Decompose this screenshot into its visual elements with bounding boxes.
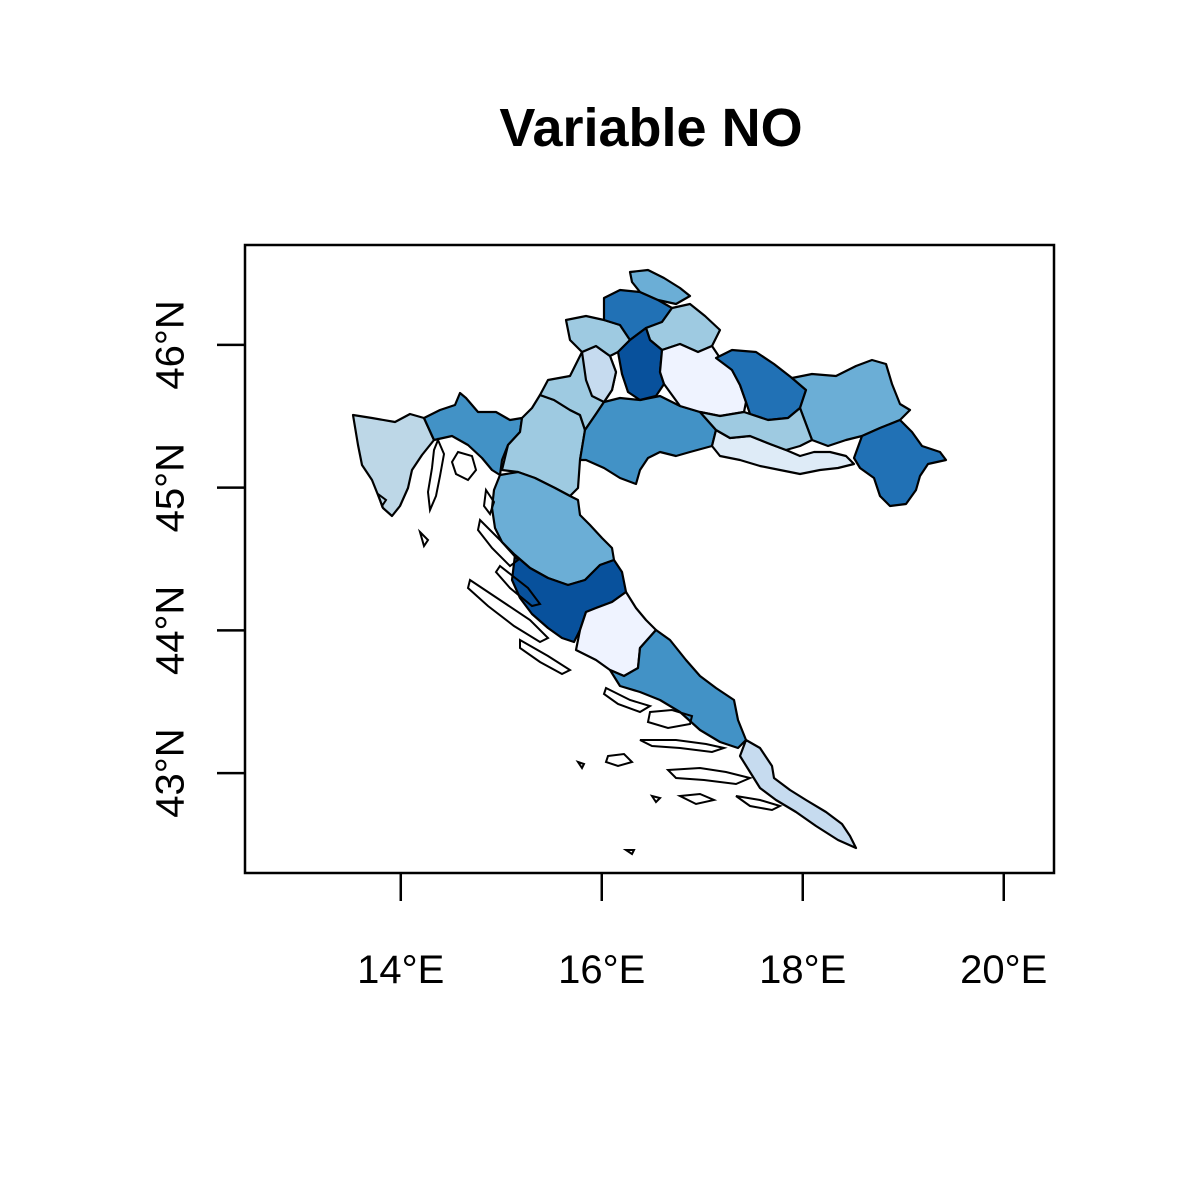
region-medimurje [628, 268, 692, 306]
island-pag [476, 517, 520, 568]
island-small-4 [376, 491, 388, 509]
y-tick-label: 43°N [149, 728, 193, 817]
island-small-1 [575, 760, 586, 770]
island-hvar [639, 739, 728, 754]
y-axis: 43°N 44°N 45°N 46°N [149, 300, 245, 818]
x-tick-label: 18°E [759, 948, 846, 992]
islands-layer [376, 437, 783, 856]
region-sisak [578, 394, 718, 486]
x-tick-label: 20°E [960, 948, 1047, 992]
region-vukovar [852, 418, 948, 508]
island-rab [482, 487, 496, 517]
y-tick-label: 45°N [149, 443, 193, 532]
island-small-5 [417, 528, 430, 549]
island-kornati [519, 638, 573, 676]
island-solta [602, 686, 653, 714]
island-ugljan [494, 564, 542, 608]
chart-title: Variable NO [499, 98, 802, 158]
island-mljet [735, 795, 783, 812]
x-tick-label: 16°E [558, 948, 645, 992]
island-lastovo [676, 792, 718, 806]
plot-frame [243, 243, 1056, 875]
island-small-2 [622, 849, 636, 856]
y-tick-label: 44°N [149, 586, 193, 675]
x-tick-label: 14°E [357, 948, 444, 992]
island-korcula [665, 766, 754, 786]
x-axis: 14°E 16°E 18°E 20°E [357, 873, 1047, 992]
y-tick-label: 46°N [149, 300, 193, 389]
island-vis [604, 752, 634, 768]
region-istria [351, 412, 436, 518]
region-slavonia-belt [698, 406, 814, 452]
island-krk [450, 450, 478, 482]
region-split [608, 628, 748, 750]
island-small-3 [649, 794, 662, 804]
island-brac [646, 708, 694, 730]
region-dubrovnik [738, 738, 858, 850]
island-dugi-otok [466, 578, 550, 644]
regions-layer [351, 268, 948, 850]
island-cres [426, 437, 446, 514]
